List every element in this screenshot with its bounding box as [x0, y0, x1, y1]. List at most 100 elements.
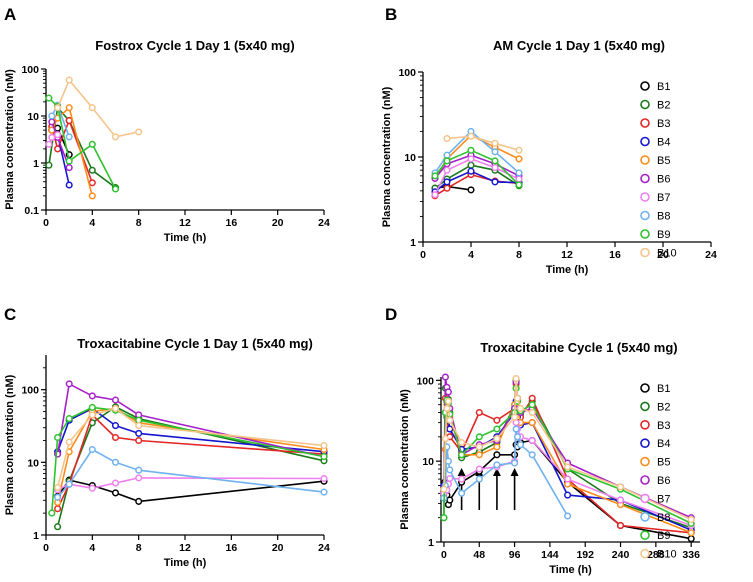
data-point — [475, 433, 483, 441]
x-tick-label: 0 — [43, 217, 49, 229]
data-point — [446, 425, 454, 433]
data-point — [135, 436, 143, 445]
x-axis-label: Time (h) — [546, 264, 589, 276]
data-point — [491, 157, 499, 165]
x-tick-label: 24 — [318, 542, 330, 554]
data-point — [65, 380, 73, 388]
data-point — [88, 166, 96, 174]
y-tick-label: 100 — [416, 375, 434, 387]
series-b7 — [431, 155, 523, 199]
x-tick-label: 20 — [272, 217, 284, 229]
data-point — [443, 166, 451, 174]
data-point — [443, 134, 451, 143]
series-b7 — [54, 474, 328, 494]
series-line — [56, 406, 325, 527]
data-point — [687, 535, 695, 543]
x-tick-label: 12 — [561, 249, 573, 261]
data-point — [516, 404, 525, 412]
data-point — [491, 178, 499, 186]
data-point — [111, 479, 120, 487]
data-point — [493, 461, 501, 469]
data-point — [515, 175, 523, 183]
data-point — [88, 192, 96, 200]
data-point — [111, 404, 120, 413]
chart-title: Fostrox Cycle 1 Day 1 (5x40 mg) — [95, 38, 294, 53]
data-point — [528, 401, 536, 409]
x-tick-label: 20 — [657, 249, 669, 261]
data-point — [54, 523, 62, 531]
data-point — [511, 413, 519, 421]
x-tick-label: 0 — [441, 549, 447, 561]
data-point — [65, 438, 73, 446]
data-point — [475, 465, 483, 473]
series-b3 — [431, 171, 523, 200]
series-b9 — [45, 94, 120, 193]
data-point — [491, 148, 499, 156]
chart-title: AM Cycle 1 Day 1 (5x40 mg) — [493, 38, 665, 53]
data-point — [65, 117, 73, 125]
data-point — [493, 435, 501, 443]
data-point — [54, 505, 62, 513]
legend-marker — [640, 419, 650, 430]
data-point — [111, 396, 120, 404]
data-point — [513, 394, 522, 402]
x-tick-label: 24 — [318, 217, 330, 229]
series-b8 — [54, 445, 328, 501]
data-point — [446, 416, 454, 424]
data-point — [491, 139, 499, 147]
data-point — [467, 146, 475, 154]
legend-label: B5 — [657, 457, 670, 469]
y-tick-label: 10 — [27, 457, 39, 469]
series-line — [443, 377, 692, 521]
legend-label: B6 — [657, 174, 670, 186]
y-tick-label: 10 — [27, 111, 39, 123]
data-point — [54, 131, 62, 139]
panel-letter: B — [385, 5, 397, 24]
data-point — [431, 172, 439, 180]
data-point — [475, 408, 483, 417]
legend-label: B5 — [657, 155, 670, 167]
data-point — [446, 496, 454, 504]
x-tick-label: 288 — [647, 549, 665, 561]
data-point — [467, 167, 475, 175]
x-tick-label: 20 — [272, 542, 284, 554]
y-tick-label: 100 — [21, 385, 39, 397]
x-axis-label: Time (h) — [549, 564, 592, 576]
data-point — [528, 394, 536, 402]
legend-marker — [640, 247, 650, 258]
chart-title: Troxacitabine Cycle 1 Day 1 (5x40 mg) — [77, 336, 313, 351]
series-line — [56, 479, 325, 503]
legend-marker — [640, 229, 650, 239]
y-tick-label: 0.1 — [24, 205, 39, 217]
data-point — [135, 474, 143, 482]
y-axis-label: Plasma concentration (nM) — [399, 389, 411, 530]
data-point — [88, 104, 96, 112]
legend-marker — [640, 192, 650, 202]
data-point — [475, 475, 483, 483]
legend-marker — [640, 136, 650, 147]
series-b10 — [54, 76, 143, 141]
dose-arrow-head — [457, 468, 466, 476]
legend: B1 B2 B3 B4 B5 B6 B7 B8 B9 B10 — [640, 383, 677, 561]
legend-marker — [640, 530, 650, 541]
data-point — [493, 425, 501, 433]
data-point — [616, 496, 625, 504]
series-b2 — [54, 403, 328, 531]
x-tick-label: 4 — [468, 249, 474, 261]
data-point — [528, 419, 536, 427]
data-point — [88, 484, 96, 492]
legend-label: B8 — [657, 211, 670, 223]
panel-letter: A — [4, 5, 16, 24]
x-axis-label: Time (h) — [164, 232, 207, 244]
legend-marker — [640, 511, 650, 522]
data-point — [528, 436, 536, 445]
data-point — [111, 422, 120, 430]
data-point — [516, 441, 525, 449]
data-point — [111, 133, 120, 141]
y-tick-label: 1 — [410, 237, 416, 249]
data-point — [48, 509, 56, 517]
legend-label: B1 — [657, 383, 670, 395]
y-tick-label: 1 — [33, 158, 39, 170]
legend-label: B3 — [657, 118, 670, 130]
x-tick-label: 12 — [179, 542, 191, 554]
